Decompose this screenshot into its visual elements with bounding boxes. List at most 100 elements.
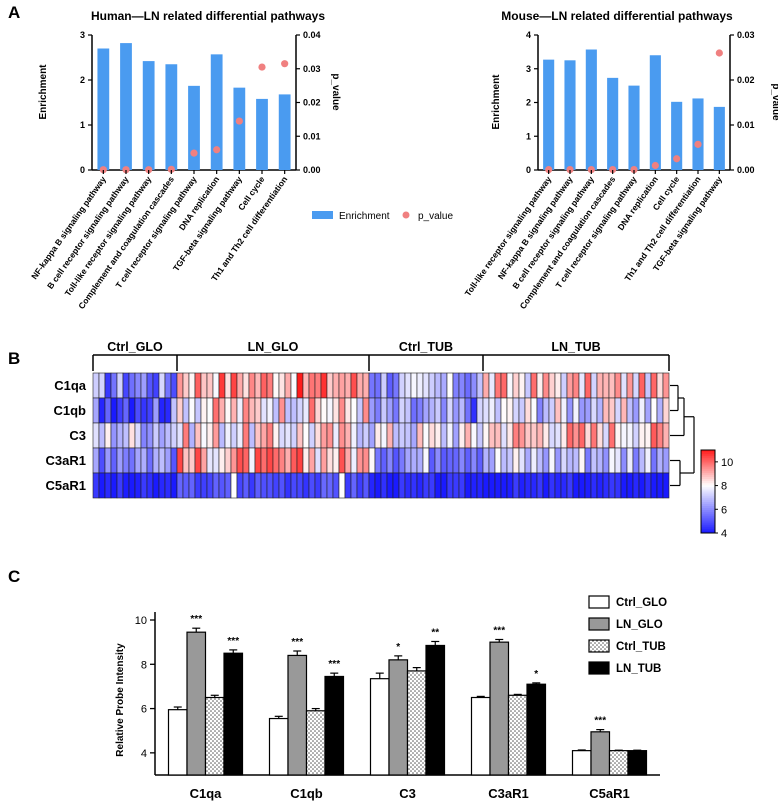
heatmap-cell [128,372,136,399]
heatmap-cell [428,397,436,424]
heatmap-cell [326,422,334,449]
heatmap-cell [278,397,286,424]
heatmap-cell [128,472,136,499]
heatmap-cell [506,422,514,449]
mouse-pvalue-point [673,155,681,163]
heatmap-cell [170,422,178,449]
bar-ctrl-tub [406,670,427,776]
heatmap-cell [278,447,286,474]
heatmap-cell [410,372,418,399]
bar-ln-tub [627,750,648,776]
heatmap-cell [224,422,232,449]
mouse-enrichment-bar [628,85,640,170]
colorbar-step [701,522,715,526]
heatmap-cell [188,472,196,499]
heatmap-cell [512,372,520,399]
heatmap-cell [476,372,484,399]
bars-legend-swatch [588,661,610,675]
bar-ln-tub [223,652,244,776]
heatmap-cell [260,397,268,424]
heatmap-cell [284,447,292,474]
heatmap-cell [290,472,298,499]
heatmap-cell [362,372,370,399]
heatmap-cell [608,372,616,399]
heatmap-cell [662,397,670,424]
heatmap-cell [128,447,136,474]
heatmap-cell [554,422,562,449]
mouse-pvalue-point [545,165,553,174]
heatmap-cell [188,397,196,424]
bar-ctrl-glo [268,717,289,776]
heatmap-cell [362,472,370,499]
human-pvalue-point [167,165,175,173]
heatmap-cell [584,447,592,474]
heatmap-cell [536,397,544,424]
heatmap-cell [176,372,184,399]
colorbar-step [701,454,715,457]
colorbar-step [701,516,715,519]
heatmap-cell [626,372,634,399]
heatmap-cell [110,372,118,399]
heatmap-cell [602,472,610,499]
heatmap-cell [134,422,142,449]
heatmap-cell [110,472,118,499]
colorbar-step [701,493,715,497]
heatmap-cell [656,447,664,474]
heatmap-cell [350,447,358,474]
colorbar-tick-label: 6 [721,504,727,516]
heatmap-cell [146,447,154,474]
human-y2tick-label: 0.04 [303,30,321,40]
heatmap-cell [146,397,154,424]
heatmap-cell [116,422,124,449]
heatmap-cell [536,372,544,399]
bars-category-label: C3aR1 [488,786,528,801]
bar-ln-glo [186,631,207,776]
colorbar-step [701,474,715,478]
mouse-y2tick-label: 0.03 [737,30,755,40]
significance-mark: *** [594,716,606,727]
heatmap-cell [236,397,244,424]
heatmap-cell [638,422,646,449]
heatmap-cell [284,472,292,499]
heatmap-cell [380,447,388,474]
heatmap-cell [560,372,568,399]
heatmap-cell [494,372,502,399]
heatmap-cell [344,472,352,499]
heatmap-cell [476,397,484,424]
colorbar-step [701,466,715,470]
heatmap-cell [458,422,466,449]
heatmap-cell [254,472,262,499]
heatmap-cell [182,397,190,424]
heatmap-cell [518,372,526,399]
heatmap-cell [620,397,628,424]
heatmap-cell [422,472,430,499]
bar-ctrl-glo [167,709,188,776]
heatmap-cell [644,422,652,449]
heatmap-cell [440,472,448,499]
pathway-legend: Enrichment p_value [312,211,453,222]
heatmap-cell [404,447,412,474]
colorbar-tick-label: 10 [721,457,733,469]
heatmap-cell [302,397,310,424]
human-ytick-label: 3 [80,30,85,40]
heatmap-cell [356,472,364,499]
heatmap-cell [98,422,106,449]
heatmap-cell [176,397,184,424]
heatmap-cell [422,372,430,399]
colorbar-step [701,479,715,482]
colorbar-step [701,508,715,511]
heatmap-cell [434,422,442,449]
heatmap-cell [302,372,310,399]
heatmap-cell [92,397,100,424]
heatmap-cell [518,422,526,449]
heatmap-cell [122,422,130,449]
heatmap-cell [566,472,574,499]
heatmap-cell [182,372,190,399]
heatmap-cell [398,397,406,424]
bars-ytick-label: 8 [141,659,147,671]
heatmap-cell [428,447,436,474]
heatmap-cell [614,447,622,474]
heatmap-cell [638,472,646,499]
heatmap-cell [644,397,652,424]
